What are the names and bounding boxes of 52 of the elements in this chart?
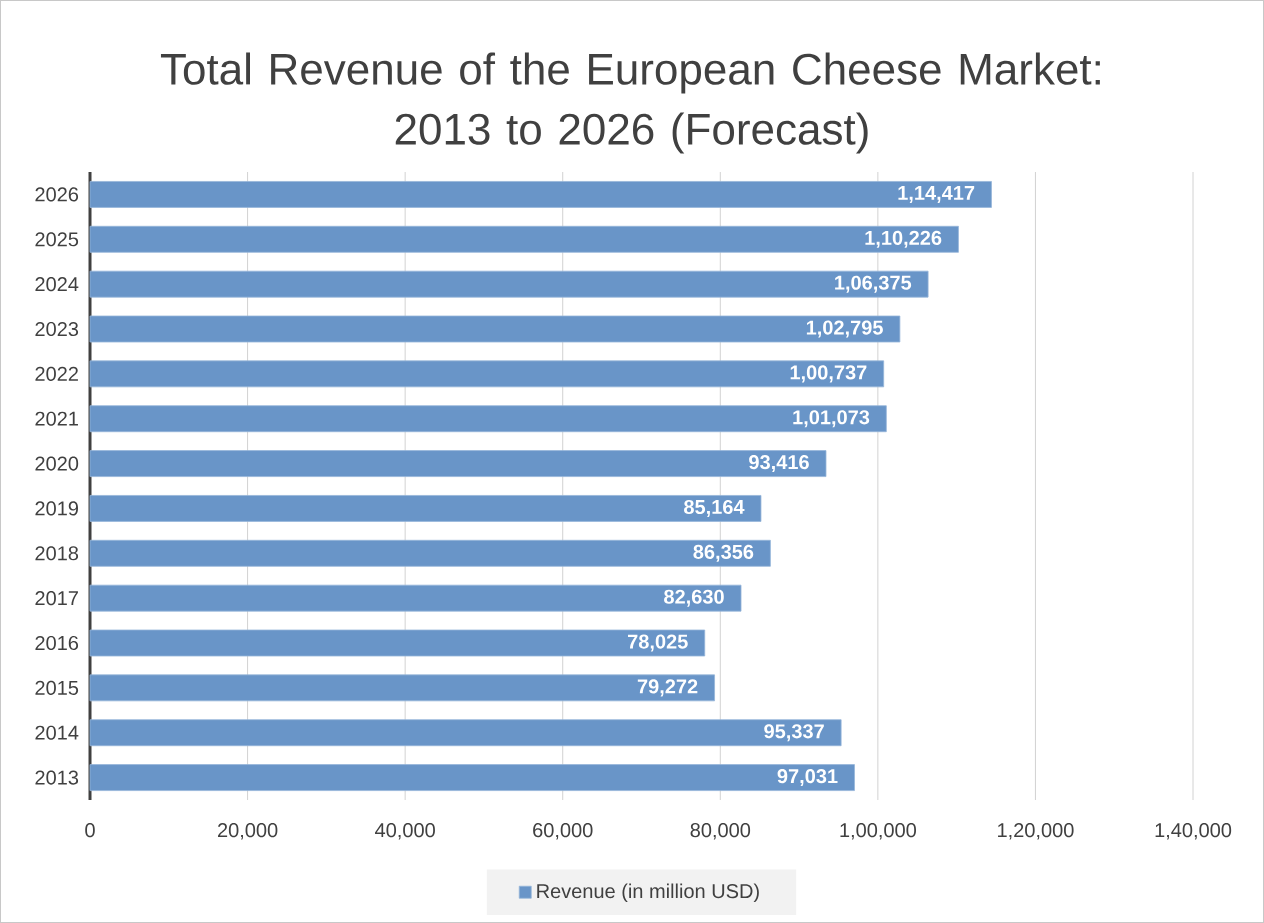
data-label: 97,031 <box>777 769 838 787</box>
x-tick-label: 20,000 <box>217 823 278 840</box>
y-tick-label: 2017 <box>35 591 78 606</box>
bar <box>89 495 762 522</box>
data-label: 78,025 <box>628 634 688 652</box>
data-label: 1,14,417 <box>898 186 975 203</box>
bar <box>89 629 706 657</box>
y-tick-label: 2021 <box>35 411 78 426</box>
data-label: 93,416 <box>749 455 809 473</box>
data-label: 86,356 <box>693 544 754 562</box>
bar <box>89 764 855 791</box>
bar <box>89 539 771 567</box>
y-tick-label: 2022 <box>35 366 78 381</box>
data-label: 82,630 <box>664 589 724 607</box>
x-tick-label: 1,20,000 <box>998 823 1074 840</box>
bar <box>89 719 842 747</box>
data-label: 1,00,737 <box>790 365 867 383</box>
y-tick-label: 2014 <box>35 725 79 740</box>
x-tick-label: 80,000 <box>690 823 751 840</box>
bar <box>89 270 929 298</box>
y-tick-label: 2020 <box>35 456 79 471</box>
bar <box>89 181 992 208</box>
data-label: 1,02,795 <box>806 320 883 338</box>
bar <box>89 674 715 702</box>
data-label: 85,164 <box>684 499 745 517</box>
y-tick-label: 2024 <box>35 277 79 292</box>
data-label: 95,337 <box>764 724 824 742</box>
x-tick-label: 1,00,000 <box>840 823 917 840</box>
bar <box>89 360 885 388</box>
y-tick-label: 2013 <box>35 770 79 785</box>
bar <box>89 450 827 477</box>
bar <box>89 405 887 433</box>
y-tick-label: 2025 <box>35 232 79 247</box>
data-label: 1,01,073 <box>793 410 870 428</box>
bar <box>89 315 901 343</box>
y-tick-label: 2026 <box>35 187 79 202</box>
bar <box>89 584 742 612</box>
bar <box>89 225 959 253</box>
y-tick-label: 2018 <box>35 546 79 561</box>
data-label: 79,272 <box>637 679 698 697</box>
data-label: 1,06,375 <box>835 275 912 293</box>
y-tick-label: 2015 <box>35 680 79 695</box>
x-tick-label: 0 <box>85 823 95 838</box>
x-tick-label: 60,000 <box>533 823 593 840</box>
x-tick-label: 40,000 <box>375 823 435 840</box>
data-label: 1,10,226 <box>865 230 942 248</box>
chart-title: Total Revenue of the European Cheese Market: 2013 to 2026 (Forecast) <box>160 52 1100 154</box>
legend-label: Revenue (in million USD) <box>537 883 759 903</box>
x-tick-label: 1,40,000 <box>1155 823 1232 840</box>
y-tick-label: 2019 <box>35 501 78 516</box>
y-tick-label: 2023 <box>35 321 79 337</box>
y-tick-label: 2016 <box>35 635 79 651</box>
